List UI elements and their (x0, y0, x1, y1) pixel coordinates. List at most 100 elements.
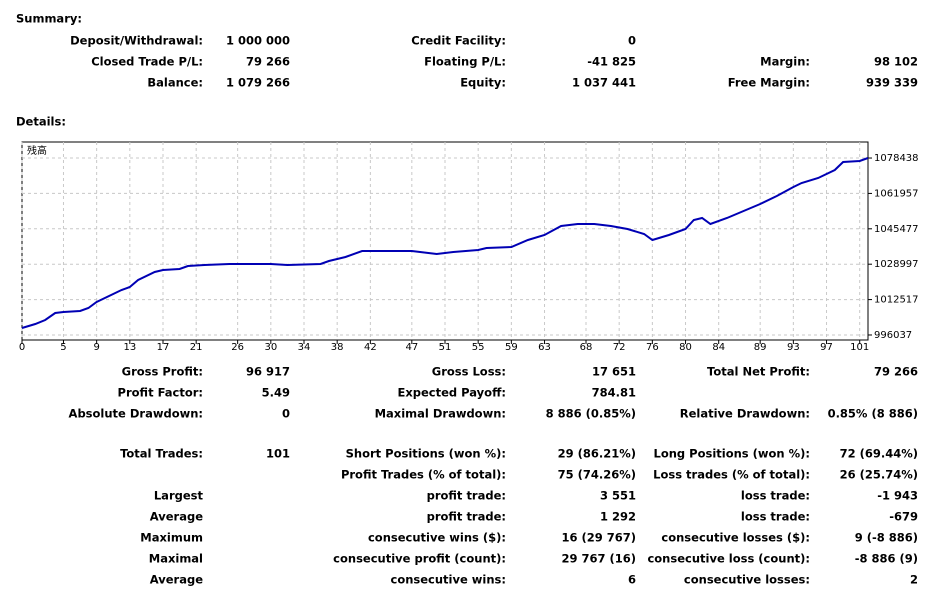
value: 0.85% (8 886) (828, 407, 918, 421)
label: Relative Drawdown: (680, 407, 810, 421)
x-tick-label: 72 (613, 342, 626, 353)
label: Free Margin: (728, 76, 810, 90)
x-tick-label: 59 (505, 342, 518, 353)
value: 101 (266, 447, 290, 461)
value: -679 (889, 510, 918, 524)
value: 1 079 266 (226, 76, 290, 90)
label: consecutive wins: (391, 573, 507, 587)
value: 29 (86.21%) (558, 447, 636, 461)
chart-title: 残高 (27, 144, 47, 157)
label: loss trade: (741, 489, 810, 503)
value: 1 292 (600, 510, 636, 524)
label: Total Net Profit: (707, 365, 810, 379)
value: 3 551 (600, 489, 636, 503)
x-tick-label: 47 (405, 342, 418, 353)
label: consecutive losses ($): (661, 531, 810, 545)
value: 72 (69.44%) (840, 447, 918, 461)
x-tick-label: 9 (93, 342, 99, 353)
label: Floating P/L: (424, 55, 506, 69)
label: Balance: (147, 76, 203, 90)
value: 1 000 000 (226, 34, 290, 48)
value: 75 (74.26%) (558, 468, 636, 482)
y-tick-label: 1061957 (874, 188, 919, 199)
x-tick-label: 26 (231, 342, 244, 353)
x-tick-label: 38 (331, 342, 344, 353)
x-tick-label: 51 (439, 342, 452, 353)
x-tick-label: 101 (850, 342, 869, 353)
value: 79 266 (246, 55, 290, 69)
value: 79 266 (874, 365, 918, 379)
value: 98 102 (874, 55, 918, 69)
label: Average (150, 510, 203, 524)
value: 784.81 (592, 386, 636, 400)
y-tick-label: 996037 (874, 330, 912, 341)
x-tick-label: 68 (580, 342, 593, 353)
label: Credit Facility: (411, 34, 506, 48)
y-tick-label: 1078438 (874, 153, 919, 164)
section-title: Summary: (16, 12, 82, 26)
x-tick-label: 93 (787, 342, 800, 353)
value: 5.49 (262, 386, 290, 400)
x-tick-label: 5 (60, 342, 66, 353)
label: consecutive profit (count): (333, 552, 506, 566)
value: -41 825 (587, 55, 636, 69)
label: Closed Trade P/L: (91, 55, 203, 69)
y-tick-label: 1045477 (874, 224, 919, 235)
x-tick-label: 0 (19, 342, 25, 353)
x-tick-label: 13 (123, 342, 136, 353)
value: 16 (29 767) (561, 531, 636, 545)
section-title: Details: (16, 115, 66, 129)
label: Profit Trades (% of total): (341, 468, 506, 482)
label: Deposit/Withdrawal: (70, 34, 203, 48)
x-tick-label: 63 (538, 342, 551, 353)
label: Equity: (460, 76, 506, 90)
balance-line (21, 157, 869, 329)
x-tick-label: 97 (820, 342, 833, 353)
value: 9 (-8 886) (855, 531, 918, 545)
value: 939 339 (866, 76, 918, 90)
value: 17 651 (592, 365, 636, 379)
label: Gross Profit: (122, 365, 203, 379)
label: profit trade: (427, 510, 506, 524)
value: 96 917 (246, 365, 290, 379)
label: Total Trades: (120, 447, 203, 461)
value: 0 (282, 407, 290, 421)
x-tick-label: 21 (190, 342, 203, 353)
value: 1 037 441 (572, 76, 636, 90)
value: -1 943 (877, 489, 918, 503)
label: consecutive losses: (684, 573, 810, 587)
value: -8 886 (9) (855, 552, 918, 566)
value: 8 886 (0.85%) (546, 407, 636, 421)
label: consecutive wins ($): (368, 531, 506, 545)
label: Short Positions (won %): (346, 447, 506, 461)
x-tick-label: 34 (298, 342, 311, 353)
x-tick-label: 76 (646, 342, 659, 353)
label: Maximal (149, 552, 203, 566)
label: loss trade: (741, 510, 810, 524)
y-tick-label: 1028997 (874, 259, 919, 270)
x-tick-label: 80 (679, 342, 692, 353)
value: 26 (25.74%) (840, 468, 918, 482)
x-tick-label: 84 (712, 342, 725, 353)
label: Maximal Drawdown: (375, 407, 506, 421)
y-tick-label: 1012517 (874, 295, 919, 306)
value: 0 (628, 34, 636, 48)
label: consecutive loss (count): (647, 552, 810, 566)
label: Loss trades (% of total): (653, 468, 810, 482)
label: Maximum (140, 531, 203, 545)
label: Long Positions (won %): (654, 447, 811, 461)
x-tick-label: 55 (472, 342, 485, 353)
label: Profit Factor: (118, 386, 203, 400)
x-tick-label: 17 (157, 342, 170, 353)
x-tick-label: 42 (364, 342, 377, 353)
label: Gross Loss: (432, 365, 506, 379)
label: Expected Payoff: (398, 386, 507, 400)
value: 2 (910, 573, 918, 587)
label: profit trade: (427, 489, 506, 503)
value: 6 (628, 573, 636, 587)
label: Absolute Drawdown: (69, 407, 203, 421)
value: 29 767 (16) (561, 552, 636, 566)
x-tick-label: 30 (264, 342, 277, 353)
